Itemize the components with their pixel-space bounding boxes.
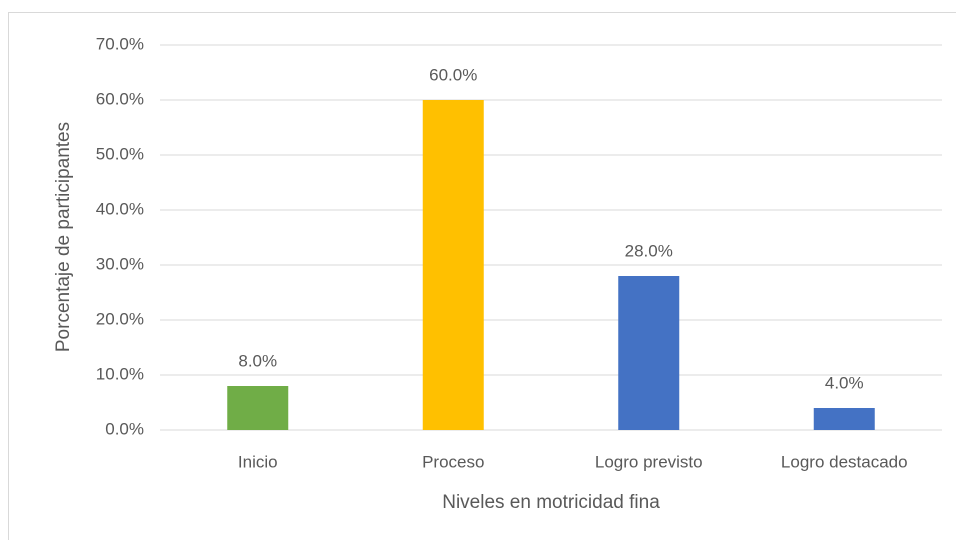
x-axis-title: Niveles en motricidad fina <box>442 492 660 513</box>
y-tick-label: 70.0% <box>96 34 144 53</box>
x-tick-label: Logro previsto <box>595 452 703 471</box>
y-tick-label: 40.0% <box>96 199 144 218</box>
y-axis-title: Porcentaje de participantes <box>53 122 74 352</box>
value-label: 60.0% <box>429 65 477 84</box>
bar <box>618 276 680 430</box>
value-label: 8.0% <box>238 351 277 370</box>
bar <box>227 386 289 430</box>
y-tick-label: 30.0% <box>96 254 144 273</box>
x-tick-label: Proceso <box>422 452 484 471</box>
bar <box>422 100 484 430</box>
value-label: 4.0% <box>825 373 864 392</box>
y-tick-label: 10.0% <box>96 364 144 383</box>
y-tick-label: 60.0% <box>96 89 144 108</box>
y-tick-label: 0.0% <box>105 419 144 438</box>
bar <box>813 408 875 430</box>
value-label: 28.0% <box>625 241 673 260</box>
y-tick-label: 20.0% <box>96 309 144 328</box>
y-tick-label: 50.0% <box>96 144 144 163</box>
x-tick-label: Inicio <box>238 452 278 471</box>
x-tick-label: Logro destacado <box>781 452 908 471</box>
chart-frame <box>8 12 956 540</box>
